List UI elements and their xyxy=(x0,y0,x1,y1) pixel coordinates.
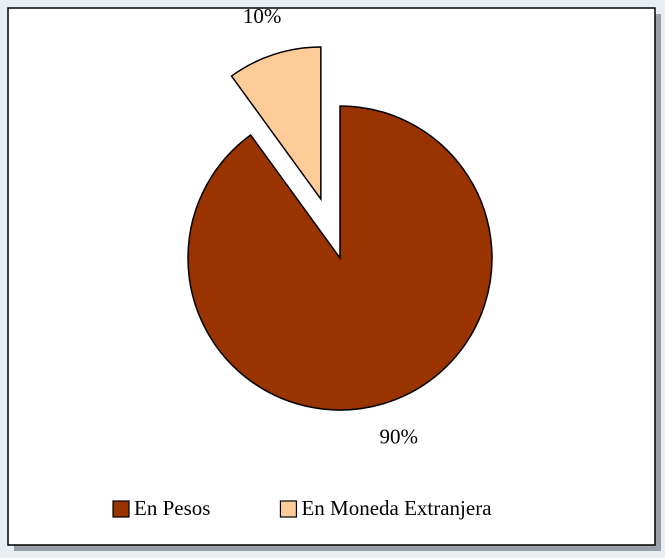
data-label: 10% xyxy=(243,4,282,28)
legend-swatch xyxy=(112,500,130,518)
legend-swatch xyxy=(279,500,298,518)
legend-label: En Moneda Extranjera xyxy=(301,496,492,520)
legend-label: En Pesos xyxy=(134,496,210,520)
data-label: 90% xyxy=(379,425,418,449)
pie-slice xyxy=(187,105,493,411)
pie-slice xyxy=(230,46,322,202)
